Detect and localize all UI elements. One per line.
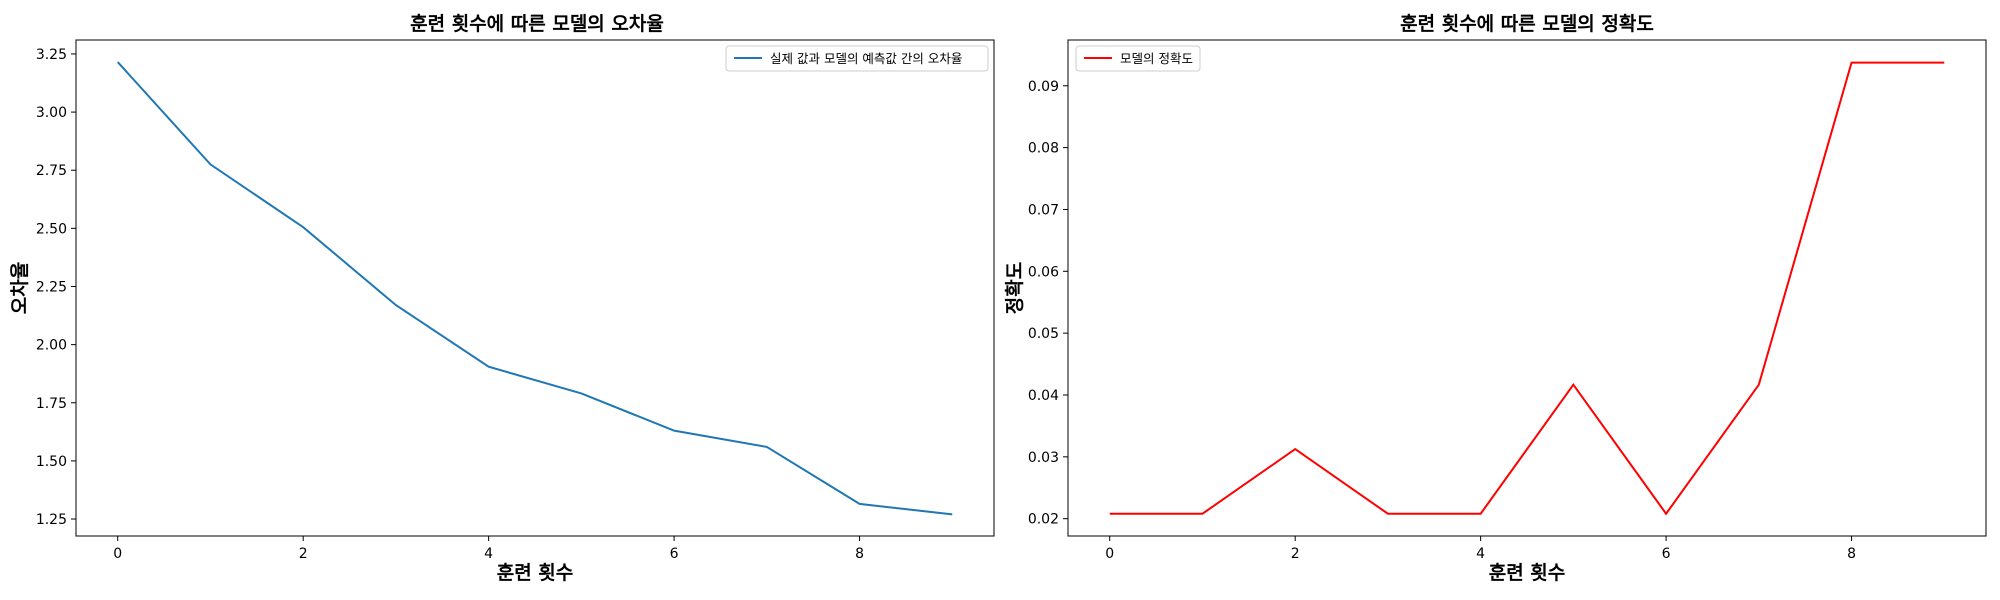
y-tick-label: 0.04 <box>1028 388 1059 404</box>
plot-marks: 0 2 4 6 8 0.02 0.03 0.04 0.05 0.06 0.07 0.08 0.09 <box>1028 61 1945 562</box>
chart-title: 훈련 횟수에 따른 모델의 오차율 <box>410 12 664 35</box>
series-line <box>116 61 953 516</box>
y-tick-label: 2.25 <box>36 279 67 295</box>
legend-box <box>1075 45 1201 72</box>
y-axis-label: 오차율 <box>9 262 31 314</box>
legend-entry-label: 모델의 정확도 <box>1120 51 1193 66</box>
y-tick-label: 1.75 <box>36 396 67 412</box>
y-tick-label: 3.25 <box>36 47 67 63</box>
legend: 실제 값과 모델의 예측값 간의 오차율 <box>725 45 989 72</box>
x-tick-label: 0 <box>113 546 122 562</box>
chart-error-rate: 훈련 횟수에 따른 모델의 오차율 0 2 4 6 8 1.25 1.50 1.75 2.00 2… <box>9 12 995 584</box>
x-axis-label: 훈련 횟수 <box>497 561 574 584</box>
plot-frame <box>1067 39 1987 537</box>
plot-marks: 0 2 4 6 8 1.25 1.50 1.75 2.00 2.25 2.50 2.75 3.00 3.2… <box>36 47 953 562</box>
y-tick-label: 0.03 <box>1028 450 1059 466</box>
y-tick-label: 0.05 <box>1028 326 1059 342</box>
y-tick-label: 0.02 <box>1028 512 1059 528</box>
chart-title: 훈련 횟수에 따른 모델의 정확도 <box>1400 12 1654 35</box>
y-tick-label: 1.50 <box>36 454 67 470</box>
y-tick-label: 0.09 <box>1028 79 1059 95</box>
x-tick-label: 2 <box>1291 546 1300 562</box>
y-tick-label: 2.75 <box>36 163 67 179</box>
x-axis-label: 훈련 횟수 <box>1489 561 1566 584</box>
chart-accuracy: 훈련 횟수에 따른 모델의 정확도 0 2 4 6 80.020.030.040.050… <box>1003 12 1987 584</box>
y-tick-label: 0.07 <box>1028 202 1059 218</box>
x-tick-label: 6 <box>670 546 679 562</box>
y-axis-label: 정확도 <box>1003 262 1026 314</box>
x-tick-label: 8 <box>855 546 864 562</box>
x-tick-label: 8 <box>1847 546 1856 562</box>
legend: 모델의 정확도 <box>1075 45 1201 72</box>
y-tick-label: 0.08 <box>1028 141 1059 157</box>
y-tick-label: 3.00 <box>36 105 67 121</box>
legend-entry-label: 실제 값과 모델의 예측값 간의 오차율 <box>770 51 962 66</box>
x-tick-label: 0 <box>1105 546 1114 562</box>
y-tick-label: 2.50 <box>36 221 67 237</box>
plot-frame <box>75 39 995 537</box>
legend-box <box>725 45 989 72</box>
series-line <box>1109 61 1945 516</box>
y-tick-label: 1.25 <box>36 512 67 528</box>
x-tick-label: 2 <box>299 546 308 562</box>
y-tick-label: 2.00 <box>36 338 67 354</box>
x-tick-label: 4 <box>1476 546 1485 562</box>
x-tick-label: 4 <box>484 546 493 562</box>
x-tick-label: 6 <box>1662 546 1671 562</box>
y-tick-label: 0.06 <box>1028 264 1059 280</box>
